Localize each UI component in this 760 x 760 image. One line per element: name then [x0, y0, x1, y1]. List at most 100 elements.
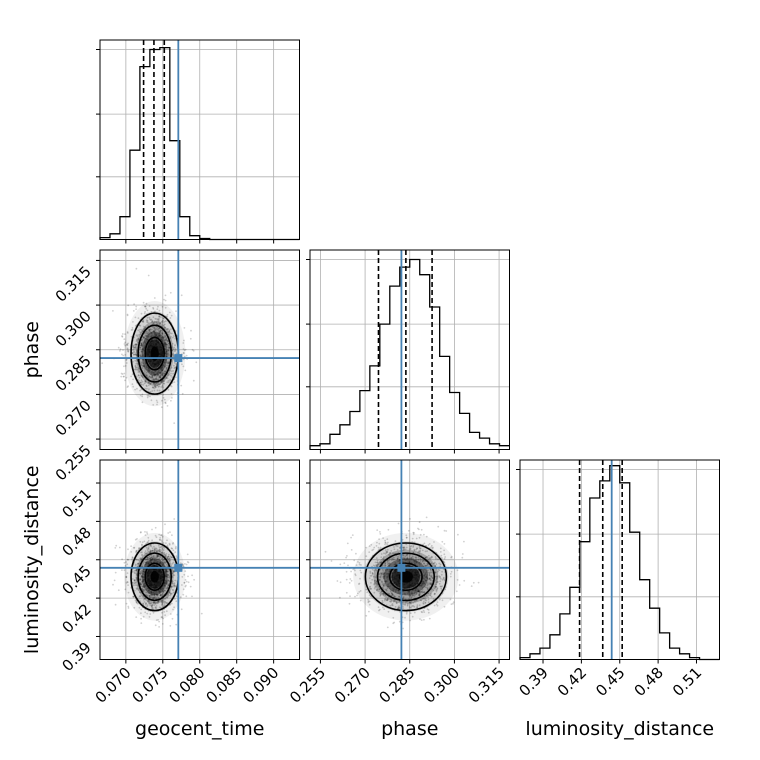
sample-point: [167, 360, 170, 363]
sample-point: [158, 548, 161, 551]
sample-point: [174, 579, 177, 582]
sample-point: [385, 589, 388, 592]
sample-point: [145, 602, 148, 605]
sample-point: [135, 584, 138, 587]
sample-point: [437, 581, 439, 583]
sample-point: [169, 379, 172, 382]
sample-point: [144, 550, 147, 552]
sample-point: [441, 570, 443, 573]
sample-point: [134, 599, 137, 602]
sample-point: [358, 583, 360, 585]
sample-point: [165, 575, 168, 578]
sample-point: [136, 387, 138, 390]
sample-point: [425, 571, 427, 574]
sample-point: [158, 555, 161, 558]
sample-point: [142, 359, 145, 361]
sample-point: [160, 545, 163, 548]
sample-point: [168, 329, 171, 332]
sample-point: [425, 575, 428, 578]
sample-point: [172, 372, 175, 375]
sample-point: [373, 584, 376, 586]
sample-point: [420, 599, 423, 602]
sample-point: [382, 593, 385, 596]
sample-point: [159, 376, 162, 378]
sample-point: [186, 553, 189, 556]
sample-point: [391, 603, 394, 605]
sample-point: [416, 606, 419, 609]
sample-point: [427, 611, 430, 614]
sample-point: [443, 543, 446, 545]
sample-point: [163, 380, 165, 382]
sample-point: [151, 556, 153, 558]
sample-point: [472, 581, 475, 584]
sample-point: [162, 563, 165, 566]
sample-point: [158, 314, 161, 317]
sample-point: [154, 624, 157, 627]
sample-point: [157, 305, 159, 308]
sample-point: [165, 610, 168, 613]
sample-point: [161, 336, 163, 339]
sample-point: [142, 320, 145, 322]
sample-point: [126, 313, 129, 316]
sample-point: [153, 385, 156, 388]
sample-point: [434, 571, 437, 574]
sample-point: [136, 360, 139, 362]
sample-point: [152, 322, 155, 324]
sample-point: [435, 586, 438, 588]
sample-point: [418, 593, 421, 595]
sample-point: [168, 590, 171, 593]
sample-point: [144, 603, 147, 606]
sample-point: [169, 613, 172, 615]
sample-point: [157, 600, 159, 603]
sample-point: [164, 568, 167, 571]
sample-point: [174, 585, 177, 587]
sample-point: [384, 594, 387, 597]
sample-point: [375, 580, 378, 583]
sample-point: [434, 587, 436, 590]
sample-point: [159, 330, 162, 333]
sample-point: [438, 562, 441, 565]
sample-point: [161, 332, 163, 335]
sample-point: [151, 557, 154, 560]
sample-point: [409, 518, 411, 520]
sample-point: [378, 542, 381, 545]
sample-point: [403, 558, 406, 561]
sample-point: [155, 596, 158, 599]
sample-point: [387, 564, 390, 567]
sample-point: [162, 590, 165, 593]
sample-point: [142, 365, 144, 368]
sample-point: [379, 572, 382, 574]
sample-point: [135, 551, 138, 554]
sample-point: [377, 546, 380, 549]
sample-point: [160, 373, 162, 376]
sample-point: [424, 586, 427, 588]
sample-point: [137, 602, 139, 605]
sample-point: [381, 572, 384, 575]
sample-point: [121, 333, 124, 335]
sample-point: [164, 562, 167, 564]
sample-point: [402, 597, 405, 600]
sample-point: [424, 584, 427, 586]
sample-point: [422, 580, 425, 583]
sample-point: [148, 616, 151, 618]
sample-point: [139, 344, 142, 347]
sample-point: [135, 267, 138, 270]
sample-point: [171, 572, 174, 574]
sample-point: [138, 368, 141, 370]
sample-point: [426, 588, 429, 591]
sample-point: [151, 334, 154, 337]
sample-point: [155, 619, 158, 621]
sample-point: [171, 576, 174, 579]
sample-point: [174, 348, 177, 350]
sample-point: [161, 321, 164, 324]
sample-point: [426, 564, 429, 566]
sample-point: [402, 603, 404, 606]
sample-point: [125, 362, 128, 364]
sample-point: [140, 381, 143, 384]
sample-point: [145, 558, 147, 561]
sample-point: [172, 570, 175, 573]
sample-point: [163, 362, 166, 364]
sample-point: [436, 601, 439, 603]
sample-point: [132, 310, 135, 312]
sample-point: [420, 583, 423, 585]
